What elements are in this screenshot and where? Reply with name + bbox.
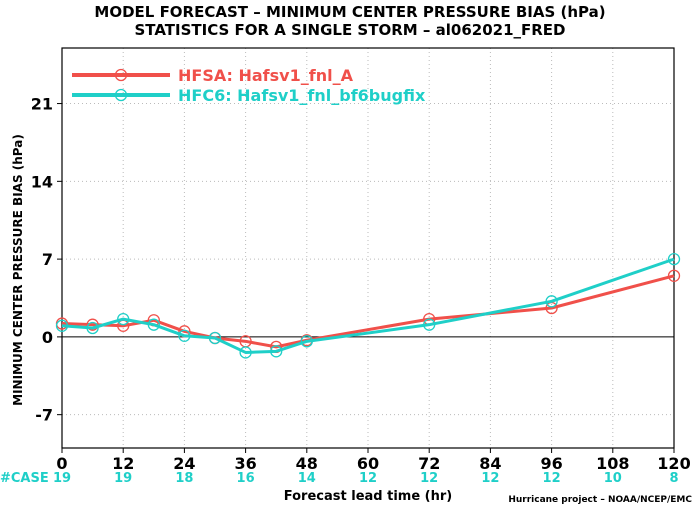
case-count: 12	[359, 471, 377, 486]
series-line-hfc6	[61, 257, 675, 354]
y-tick-label: 14	[31, 172, 53, 191]
data-point-hfsa	[86, 318, 99, 331]
chart-title-line2: STATISTICS FOR A SINGLE STORM – al062021…	[134, 21, 565, 39]
data-point-hfc6	[147, 318, 160, 331]
x-tick-label: 24	[173, 454, 195, 473]
x-tick-label: 108	[596, 454, 629, 473]
case-label: #CASE	[0, 471, 49, 486]
legend-marker-hfc6	[114, 88, 128, 102]
case-count: 19	[53, 471, 71, 486]
x-tick-label: 0	[56, 454, 67, 473]
x-tick-label: 36	[234, 454, 256, 473]
case-count-row: 19 19 18 16 14 12 12 12 12 10 8	[53, 471, 679, 486]
credit-text: Hurricane project – NOAA/NCEP/EMC	[508, 495, 692, 505]
series-layer	[55, 252, 681, 359]
case-count: 12	[543, 471, 561, 486]
case-count: 12	[420, 471, 438, 486]
y-tick-labels: -7 0 7 14 21	[31, 95, 62, 425]
data-point-hfc6	[667, 252, 681, 266]
x-axis-label: Forecast lead time (hr)	[284, 489, 452, 504]
x-tick-label: 96	[540, 454, 562, 473]
case-count: 8	[669, 471, 678, 486]
data-point-hfc6	[270, 345, 283, 358]
data-point-hfc6	[545, 295, 558, 308]
x-tick-label: 48	[296, 454, 318, 473]
x-tick-labels: 0 12 24 36 48 60 72 84 96 108 120	[56, 448, 691, 473]
legend-label-hfsa: HFSA: Hafsv1_fnl_A	[178, 66, 354, 85]
data-point-hfc6	[117, 312, 130, 326]
legend-marker-hfsa	[114, 68, 128, 82]
data-point-hfc6	[178, 329, 191, 342]
case-count: 16	[237, 471, 255, 486]
chart-title-line1: MODEL FORECAST – MINIMUM CENTER PRESSURE…	[94, 3, 605, 21]
x-tick-label: 120	[657, 454, 690, 473]
x-tick-label: 12	[112, 454, 134, 473]
y-tick-label: 0	[42, 328, 53, 347]
y-axis-label: MINIMUM CENTER PRESSURE BIAS (hPa)	[11, 134, 25, 406]
data-point-hfc6	[423, 318, 436, 331]
x-tick-label: 72	[418, 454, 440, 473]
data-point-hfsa	[667, 269, 681, 282]
grid-lines	[62, 48, 674, 448]
legend-label-hfc6: HFC6: Hafsv1_fnl_bf6bugfix	[178, 86, 426, 105]
y-tick-label: 7	[42, 250, 53, 269]
y-tick-label: -7	[35, 406, 53, 425]
case-count: 18	[175, 471, 193, 486]
x-tick-label: 84	[479, 454, 501, 473]
data-point-hfc6	[300, 335, 313, 348]
y-tick-label: 21	[31, 95, 53, 114]
data-point-hfc6	[55, 319, 69, 332]
case-count: 19	[114, 471, 132, 486]
case-count: 10	[604, 471, 622, 486]
case-count: 12	[481, 471, 499, 486]
x-tick-label: 60	[357, 454, 379, 473]
data-point-hfc6	[208, 331, 222, 345]
case-count: 14	[298, 471, 316, 486]
data-point-hfc6	[239, 346, 252, 359]
data-point-hfc6	[86, 321, 99, 335]
